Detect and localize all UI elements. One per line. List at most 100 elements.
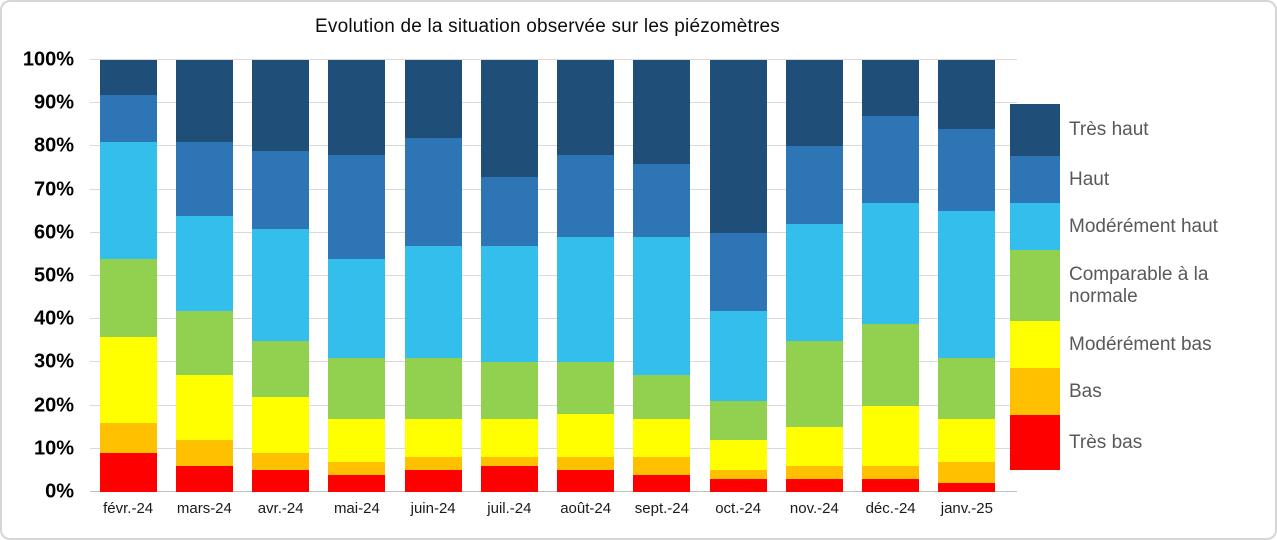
bar-segment	[862, 466, 920, 480]
legend-label: Très bas	[1069, 431, 1143, 453]
gridline	[90, 491, 1017, 492]
gridline	[90, 145, 1017, 147]
bar-segment	[709, 401, 767, 441]
bar-segment	[709, 232, 767, 311]
bar-segment	[99, 60, 157, 95]
gridline	[90, 102, 1017, 104]
legend-label: Comparable à la normale	[1069, 263, 1209, 307]
bar-segment	[99, 94, 157, 143]
y-tick-label: 90%	[33, 91, 74, 114]
x-tick-label: févr.-24	[103, 500, 154, 517]
bar-segment	[328, 418, 386, 462]
legend-swatch	[1010, 203, 1060, 250]
chart-title: Evolution de la situation observée sur l…	[315, 16, 780, 37]
bar-segment	[404, 470, 462, 492]
stacked-bar-déc.-24	[862, 60, 920, 492]
y-tick-label: 60%	[33, 221, 74, 244]
bar-segment	[938, 129, 996, 212]
bar-segment	[557, 155, 615, 238]
legend-swatch	[1010, 250, 1060, 321]
bar-segment	[328, 461, 386, 475]
bar-segment	[328, 474, 386, 492]
bar-segment	[328, 60, 386, 156]
bar-segment	[480, 176, 538, 246]
stacked-bar-oct.-24	[709, 60, 767, 492]
stacked-bar-mai-24	[328, 60, 386, 492]
bar-segment	[862, 202, 920, 324]
bar-segment	[633, 474, 691, 492]
y-tick-label: 50%	[33, 264, 74, 287]
bar-segment	[175, 310, 233, 376]
legend-swatch	[1010, 415, 1060, 470]
legend-label: Haut	[1069, 168, 1110, 190]
y-tick-label: 70%	[33, 178, 74, 201]
bar-segment	[328, 155, 386, 259]
bar-segment	[709, 479, 767, 492]
bar-segment	[785, 146, 843, 225]
stacked-bar-mars-24	[175, 60, 233, 492]
bar-slot	[700, 60, 776, 492]
bar-segment	[709, 440, 767, 471]
bar-segment	[709, 310, 767, 402]
bar-segment	[480, 457, 538, 467]
bar-slot	[243, 60, 319, 492]
legend-label: Très haut	[1069, 119, 1149, 141]
bar-slot	[166, 60, 242, 492]
bar-segment	[175, 142, 233, 216]
bar-segment	[938, 483, 996, 492]
bar-segment	[557, 470, 615, 492]
bar-segment	[633, 418, 691, 458]
stacked-bar-août-24	[557, 60, 615, 492]
x-tick-label: août-24	[560, 500, 612, 517]
legend-color-strip	[1010, 104, 1060, 470]
x-tick-label: sept.-24	[634, 500, 689, 517]
bar-segment	[633, 457, 691, 475]
x-tick-label: juin-24	[410, 500, 456, 517]
bar-slot	[776, 60, 852, 492]
bar-segment	[404, 358, 462, 419]
bar-segment	[328, 258, 386, 359]
bar-segment	[862, 479, 920, 492]
bar-segment	[252, 396, 310, 454]
legend-swatch	[1010, 156, 1060, 203]
legend-label: Modérément haut	[1069, 215, 1218, 237]
bar-segment	[404, 137, 462, 246]
stacked-bar-juil.-24	[480, 60, 538, 492]
bar-segment	[175, 375, 233, 441]
bar-segment	[175, 60, 233, 143]
bar-segment	[633, 163, 691, 238]
bar-segment	[633, 60, 691, 164]
bar-segment	[252, 228, 310, 341]
x-tick-label: oct.-24	[715, 500, 762, 517]
y-tick-label: 100%	[22, 48, 74, 71]
bar-segment	[404, 60, 462, 138]
bar-segment	[938, 211, 996, 359]
gridline	[90, 231, 1017, 233]
y-tick-label: 0%	[45, 480, 74, 503]
y-axis: 100% 90% 80% 70% 60% 50% 40% 30% 20% 10% 0%	[2, 49, 82, 503]
x-tick-label: nov.-24	[789, 500, 839, 517]
y-tick-label: 10%	[33, 437, 74, 460]
stacked-bar-nov.-24	[785, 60, 843, 492]
bar-slot	[395, 60, 471, 492]
bar-segment	[938, 418, 996, 462]
bar-segment	[404, 245, 462, 359]
bar-segment	[252, 470, 310, 492]
bar-segment	[785, 466, 843, 480]
bar-segment	[557, 362, 615, 415]
legend-swatch	[1010, 104, 1060, 156]
x-tick-label: mai-24	[333, 500, 380, 517]
bar-segment	[480, 362, 538, 419]
bar-slot	[853, 60, 929, 492]
bar-segment	[175, 440, 233, 467]
bar-segment	[709, 60, 767, 233]
bar-segment	[785, 224, 843, 341]
stacked-bar-sept.-24	[633, 60, 691, 492]
bar-segment	[785, 60, 843, 147]
x-tick-label: janv.-25	[940, 500, 993, 517]
gridline	[90, 447, 1017, 449]
bar-segment	[252, 453, 310, 471]
bar-segment	[175, 466, 233, 492]
bar-segment	[252, 150, 310, 229]
